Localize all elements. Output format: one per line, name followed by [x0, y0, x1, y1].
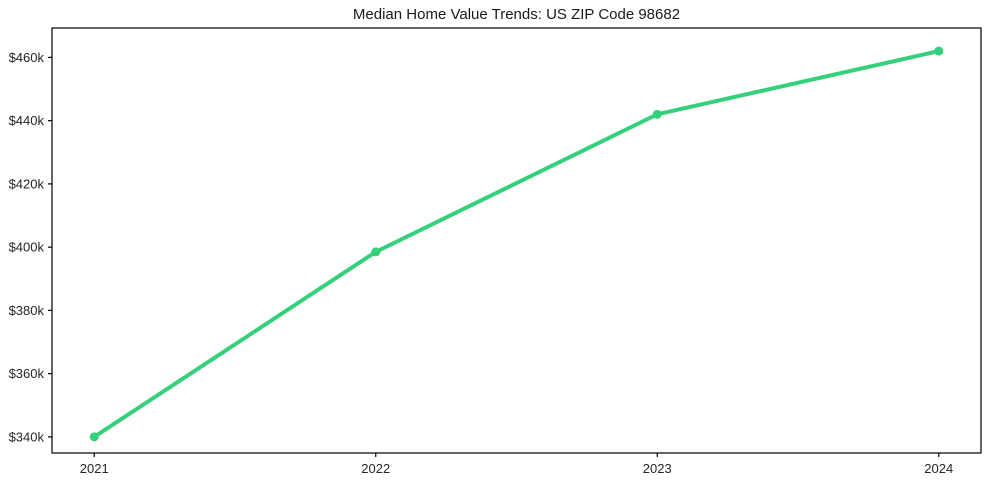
y-tick-label: $360k — [9, 366, 45, 381]
y-tick-label: $440k — [9, 113, 45, 128]
x-tick-label: 2024 — [924, 461, 953, 476]
data-point — [652, 109, 662, 119]
y-tick-label: $400k — [9, 240, 45, 255]
x-tick-label: 2022 — [361, 461, 390, 476]
data-point — [89, 432, 99, 442]
x-tick-label: 2023 — [643, 461, 672, 476]
trend-line — [92, 49, 941, 439]
plot-border — [51, 27, 982, 454]
y-tick-label: $380k — [9, 303, 45, 318]
y-tick-label: $420k — [9, 176, 45, 191]
x-tick-label: 2021 — [80, 461, 109, 476]
chart-title: Median Home Value Trends: US ZIP Code 98… — [352, 6, 681, 23]
data-point — [934, 46, 944, 56]
y-tick-label: $460k — [9, 50, 45, 65]
data-point — [371, 247, 381, 257]
y-tick-label: $340k — [9, 429, 45, 444]
